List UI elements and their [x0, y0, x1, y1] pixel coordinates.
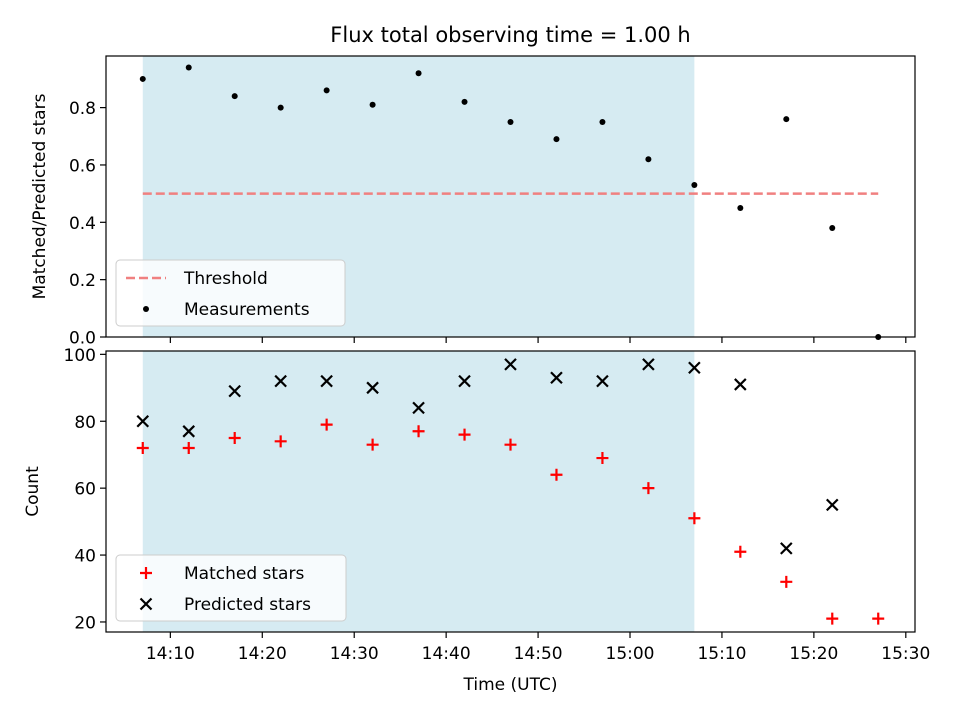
legend-label: Matched stars	[184, 564, 304, 584]
ratio-panel: 0.0 0.2 0.4 0.6 0.8 Matched/Predicted stars Th…	[30, 55, 916, 349]
y-tick-label: 80	[74, 413, 96, 433]
legend-label: Threshold	[183, 269, 268, 289]
legend-label: Predicted stars	[184, 595, 311, 615]
measurement-point	[783, 116, 790, 123]
measurement-point	[553, 136, 560, 143]
predicted-star-point	[136, 414, 150, 428]
measurement-point	[737, 204, 744, 211]
predicted-star-point	[780, 542, 793, 555]
matched-star-point	[320, 418, 333, 431]
x-tick-label: 14:40	[422, 644, 471, 664]
measurement-point	[691, 182, 698, 189]
measurement-point	[369, 101, 376, 108]
x-tick-label: 15:30	[881, 644, 930, 664]
measurement-point	[461, 98, 468, 105]
predicted-star-point	[182, 425, 196, 438]
y-tick-label: 0.6	[69, 156, 96, 176]
matched-star-point	[688, 512, 701, 525]
predicted-star-point	[320, 374, 333, 388]
y-tick-label: 0.2	[69, 271, 96, 291]
matched-star-point	[182, 442, 195, 455]
y-tick-label: 20	[74, 613, 96, 633]
matched-star-point	[366, 438, 379, 451]
x-tick-label: 15:10	[697, 644, 746, 664]
predicted-star-point	[825, 498, 839, 512]
axes-frame	[105, 55, 916, 338]
y-tick-label: 100	[64, 346, 96, 366]
measurement-point	[645, 156, 652, 163]
y-axis-label: Count	[23, 466, 43, 517]
y-tick-label: 0.0	[69, 329, 96, 349]
measurement-point	[323, 87, 330, 94]
x-tick-label: 14:50	[514, 644, 563, 664]
measurement-point	[415, 70, 422, 77]
measurement-point	[277, 104, 284, 111]
axes-frame	[105, 350, 916, 633]
y-tick-label: 0.8	[69, 99, 96, 119]
x-tick-label: 14:20	[238, 644, 287, 664]
matched-star-point	[228, 431, 241, 444]
x-tick-label: 14:30	[330, 644, 379, 664]
predicted-star-point	[274, 374, 287, 388]
predicted-star-point	[550, 371, 563, 385]
y-tick-label: 60	[74, 480, 96, 500]
count-panel: 20 40 60 80 100 14:10 14:20 14:30 14:40 14:50 15:0…	[23, 346, 930, 695]
x-axis-label: Time (UTC)	[463, 675, 558, 695]
predicted-star-point	[366, 381, 379, 395]
matched-star-point	[596, 452, 609, 465]
predicted-star-point	[228, 384, 241, 398]
measurement-point	[599, 118, 606, 125]
matched-star-point	[780, 575, 793, 588]
legend: Threshold Measurements	[115, 259, 346, 327]
legend-label: Measurements	[184, 300, 310, 320]
matched-star-point	[136, 442, 149, 455]
measurement-point	[231, 93, 238, 100]
chart-title: Flux total observing time = 1.00 h	[330, 23, 690, 47]
predicted-star-point	[688, 361, 701, 375]
measurement-point	[185, 64, 192, 71]
matched-star-point	[642, 482, 655, 495]
legend-box	[115, 554, 347, 622]
measurement-point	[507, 118, 514, 125]
measurement-point	[139, 75, 146, 82]
legend: Matched stars Predicted stars	[115, 554, 347, 622]
matched-star-point	[504, 438, 517, 451]
matched-star-point	[872, 612, 885, 625]
predicted-star-point	[596, 374, 609, 388]
x-tick-label: 14:10	[146, 644, 195, 664]
y-tick-label: 40	[74, 547, 96, 567]
matched-star-point	[826, 612, 839, 625]
y-tick-label: 0.4	[69, 214, 96, 234]
x-tick-label: 15:00	[606, 644, 655, 664]
legend-measurement-swatch	[143, 306, 149, 312]
legend-matched-swatch	[140, 567, 152, 579]
predicted-star-point	[642, 358, 655, 371]
predicted-star-point	[412, 401, 425, 415]
legend-predicted-swatch	[139, 597, 153, 611]
legend-box	[115, 259, 346, 327]
y-axis-label: Matched/Predicted stars	[30, 93, 50, 299]
matched-star-point	[458, 428, 471, 441]
matched-star-point	[550, 468, 563, 481]
matched-star-point	[274, 435, 287, 448]
x-tick-label: 15:20	[789, 644, 838, 664]
predicted-star-point	[734, 378, 747, 391]
measurement-point	[829, 225, 836, 232]
matched-star-point	[734, 545, 747, 558]
predicted-star-point	[504, 358, 517, 371]
predicted-star-point	[458, 374, 471, 388]
matched-star-point	[412, 425, 425, 438]
